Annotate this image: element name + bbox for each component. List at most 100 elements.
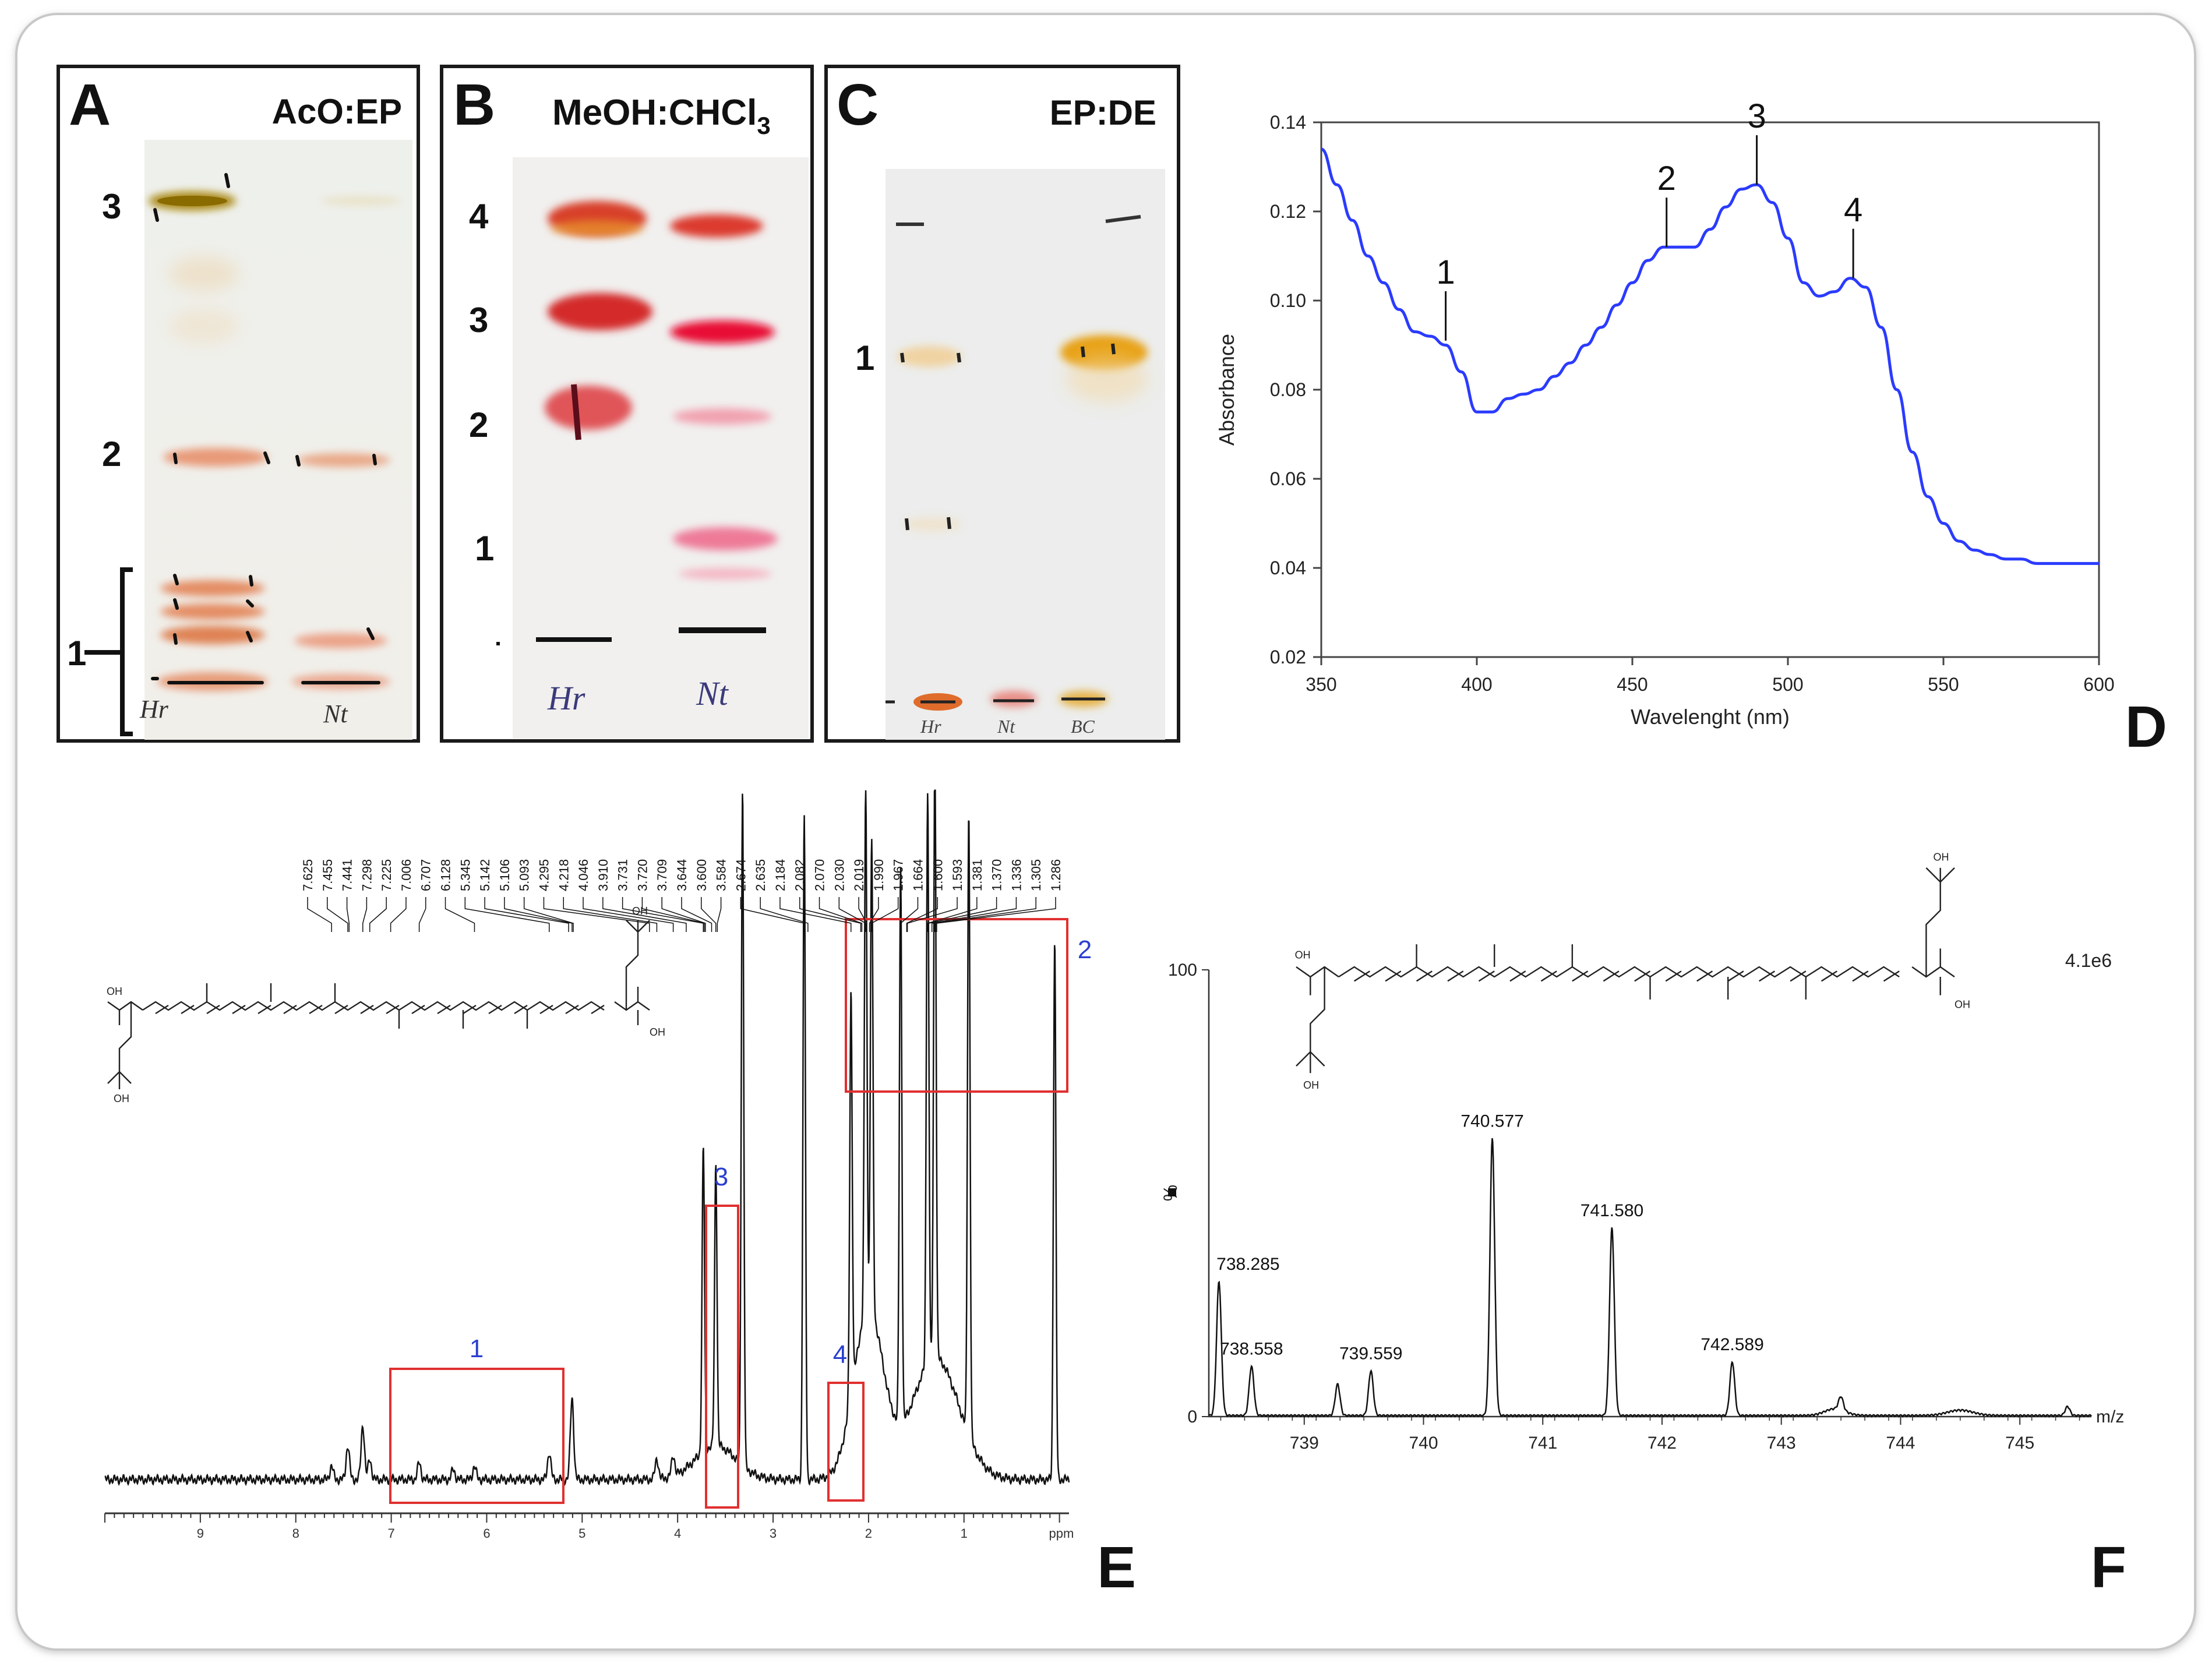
band-label-b-2: 2	[469, 405, 488, 444]
pencil-marks-c	[900, 343, 1116, 531]
tlc-band-a-3-nt	[320, 196, 402, 206]
panel-b: Hr Nt B MeOH:CHCl3 4 3 2 1	[440, 65, 814, 743]
peak-list-label-e: 7.225	[379, 859, 394, 891]
peak-list-label-e: 2.082	[793, 859, 807, 891]
tlc-band-a-3-hr-core	[157, 196, 227, 206]
tlc-band-b-1b-nt	[679, 568, 772, 580]
peak-list-label-e: 3.731	[616, 859, 630, 891]
peak-list-leader-e	[390, 897, 407, 932]
peak-list-label-e: 1.370	[990, 859, 1004, 891]
panel-letter-e: E	[1097, 1535, 1136, 1600]
y-tick-label-f: 0	[1187, 1407, 1197, 1427]
tlc-band-a-2-hr	[163, 448, 268, 467]
peak-list-label-e: 5.093	[517, 859, 532, 891]
peak-list-leader-e	[936, 897, 1056, 932]
highlight-box-e	[389, 1368, 565, 1504]
highlight-box-label-e: 1	[470, 1334, 484, 1363]
peak-marker-label-d: 3	[1747, 97, 1766, 135]
solvent-label-b: MeOH:CHCl3	[552, 93, 771, 139]
ms-peak-label: 738.558	[1220, 1340, 1283, 1359]
x-tick-label-d: 500	[1772, 674, 1803, 695]
peak-list-label-e: 4.046	[576, 859, 591, 891]
structure-oh-label-E: OH	[114, 1093, 129, 1104]
peak-list-leader-e	[928, 897, 997, 932]
peak-list-leader-e	[543, 897, 650, 932]
panel-letter-f: F	[2091, 1535, 2126, 1600]
peak-list-leader-e	[927, 897, 978, 932]
peak-list-leader-e	[602, 897, 687, 932]
y-tick-label-d: 0.10	[1270, 290, 1306, 311]
ms-peak-label: 742.589	[1701, 1335, 1763, 1354]
highlight-box-e	[705, 1205, 739, 1509]
peak-list-label-e: 1.990	[872, 859, 886, 891]
ms-peak-label: 739.559	[1339, 1344, 1402, 1363]
peak-list-label-e: 1.967	[891, 859, 906, 891]
structure-oh-label-F: OH	[1303, 1079, 1319, 1091]
structure-double-bonds-F	[1353, 970, 1900, 982]
peak-list-leader-e	[641, 897, 705, 932]
peak-list-label-e: 2.019	[852, 859, 866, 891]
pencil-mark-b-2	[571, 384, 581, 440]
x-tick-label-e: 3	[770, 1526, 777, 1541]
lane-label-c-bc: BC	[1071, 716, 1095, 737]
peak-list-label-e: 3.600	[694, 859, 709, 891]
structure-oh-label-F: OH	[1955, 998, 1970, 1010]
band-label-a-3: 3	[102, 187, 121, 226]
peak-list-label-e: 3.584	[714, 859, 729, 891]
peak-list-leader-e	[871, 897, 899, 932]
band-label-b-3: 3	[469, 301, 488, 340]
lane-label-b-hr: Hr	[547, 679, 585, 717]
peak-list-label-e: 1.664	[911, 859, 925, 891]
x-axis-label-f: m/z	[2096, 1407, 2124, 1427]
ms-peak-label: 741.580	[1580, 1201, 1643, 1220]
tlc-band-b-4-nt	[670, 214, 763, 238]
structure-right-end-E	[614, 920, 650, 1025]
peak-list-label-e: 1.305	[1029, 859, 1043, 891]
y-tick-label-d: 0.02	[1270, 647, 1306, 668]
x-tick-label-d: 450	[1617, 674, 1647, 695]
structure-oh-label-E: OH	[650, 1026, 665, 1038]
y-tick-label-f: 100	[1168, 961, 1197, 980]
ms-peak-label: 740.577	[1460, 1111, 1523, 1131]
peak-list-leader-e	[819, 897, 863, 932]
pencil-marks-a	[151, 173, 380, 684]
peak-list-leader-e	[717, 897, 722, 932]
solvent-label-b-subscript: 3	[757, 112, 770, 139]
peak-marker-label-d: 1	[1436, 253, 1455, 291]
y-tick-label-d: 0.04	[1270, 557, 1306, 578]
peak-list-label-e: 2.674	[733, 859, 748, 891]
tlc-band-b-2-hr	[545, 386, 632, 430]
peak-list-label-e: 5.142	[478, 859, 492, 891]
x-axis-unit-e: ppm	[1049, 1526, 1074, 1541]
plot-area-d	[1320, 121, 2100, 658]
tlc-band-b-4-hr-edge	[551, 220, 644, 236]
structure-oh-label-E: OH	[107, 986, 122, 997]
x-tick-label-e: 2	[865, 1526, 872, 1541]
peak-list-leader-e	[779, 897, 852, 932]
peak-list-leader-e	[799, 897, 862, 932]
x-tick-label-d: 550	[1928, 674, 1959, 695]
ms-spectrum-trace	[1208, 1138, 2093, 1418]
band-label-a-2: 2	[102, 435, 121, 474]
y-tick-label-d: 0.14	[1270, 112, 1306, 133]
x-tick-label-e: 9	[197, 1526, 204, 1541]
structure-left-end-F	[1296, 966, 1339, 1074]
peak-list-label-e: 6.128	[439, 859, 453, 891]
panel-letter-c: C	[837, 72, 879, 137]
peak-list-leader-e	[504, 897, 573, 932]
panel-letter-d: D	[2125, 694, 2167, 760]
panel-d-chart: D 350 400 450 500 550 600 0.02 0.04 0.06 0.08 0.10…	[1215, 97, 2167, 760]
peak-list-leader-e	[701, 897, 717, 932]
peak-list-label-e: 1.593	[950, 859, 965, 891]
tlc-band-a-1-nt	[294, 633, 387, 648]
peak-list-label-e: 3.910	[596, 859, 611, 891]
peak-list-leader-e	[934, 897, 1036, 932]
peak-list-leader-e	[444, 897, 475, 932]
peak-list-leader-e	[464, 897, 550, 932]
peak-list-leader-e	[838, 897, 866, 932]
x-tick-label-f: 744	[1886, 1434, 1915, 1453]
tlc-band-b-3-nt	[670, 320, 775, 344]
peak-list-label-e: 1.336	[1009, 859, 1024, 891]
solvent-label-a: AcO:EP	[272, 92, 402, 131]
peak-list-leader-e	[362, 897, 368, 932]
